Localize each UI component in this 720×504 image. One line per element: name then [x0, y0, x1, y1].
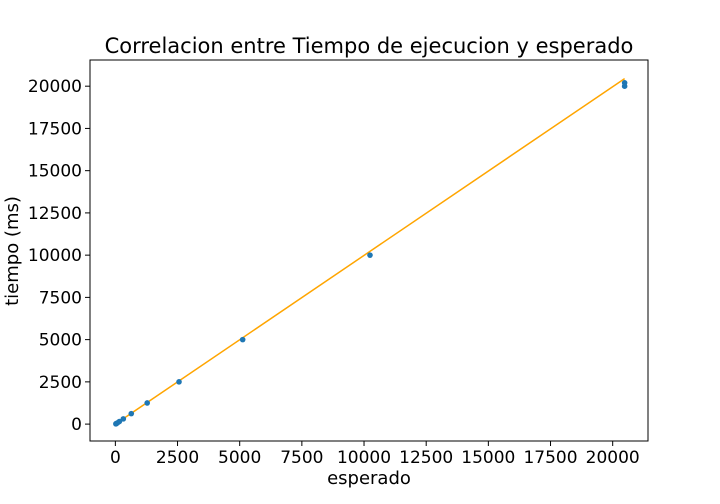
- y-axis-label: tiempo (ms): [2, 196, 23, 306]
- x-tick-label: 17500: [523, 448, 577, 468]
- y-tick-label: 5000: [39, 331, 82, 351]
- scatter-point: [144, 400, 150, 406]
- plot-frame: [89, 59, 649, 442]
- scatter-point: [128, 410, 135, 417]
- fit-line-0: [114, 77, 626, 425]
- x-ticks: 0 2500 5000 7500 10000 12500 15000 17500 20000: [110, 441, 640, 468]
- y-tick-label: 15000: [28, 162, 82, 182]
- scatter-point: [367, 252, 373, 258]
- x-tick-label: 2500: [156, 448, 199, 468]
- y-tick-label: 7500: [39, 288, 82, 308]
- scatter-point: [120, 416, 127, 422]
- x-axis-label: esperado: [327, 468, 411, 489]
- scatter-point: [239, 336, 246, 343]
- chart-title: Correlacion entre Tiempo de ejecucion y …: [105, 34, 634, 58]
- x-tick-label: 0: [110, 448, 121, 468]
- scatter-point: [621, 80, 628, 86]
- marks-layer: [113, 77, 628, 427]
- x-tick-label: 12500: [399, 448, 453, 468]
- y-tick-label: 10000: [28, 246, 82, 266]
- y-ticks: 0 2500 5000 7500 10000 12500 15000 17500 20000: [28, 77, 90, 435]
- x-tick-label: 15000: [461, 448, 515, 468]
- y-tick-label: 2500: [39, 373, 82, 393]
- x-tick-label: 5000: [218, 448, 261, 468]
- y-tick-label: 0: [71, 415, 82, 435]
- y-tick-label: 12500: [28, 204, 82, 224]
- scatter-point: [176, 379, 182, 385]
- x-tick-label: 10000: [337, 448, 391, 468]
- y-tick-label: 17500: [28, 119, 82, 139]
- x-tick-label: 20000: [586, 448, 640, 468]
- x-tick-label: 7500: [280, 448, 323, 468]
- scatter-point: [116, 418, 123, 425]
- y-tick-label: 20000: [28, 77, 82, 97]
